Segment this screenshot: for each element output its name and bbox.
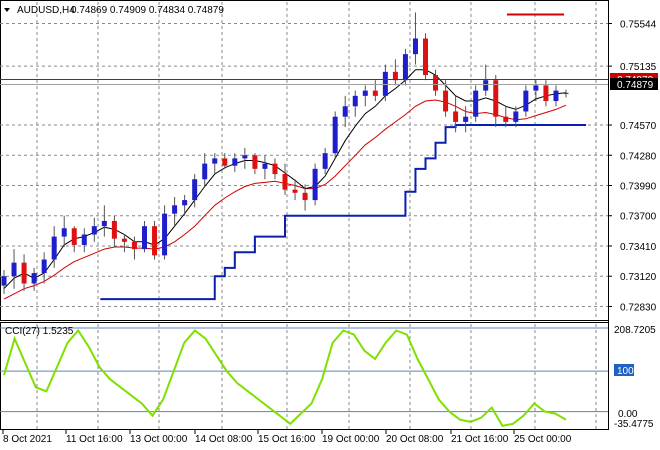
price-tick-label-6: 0.73700 xyxy=(620,212,657,223)
cci-polyline xyxy=(3,328,567,427)
cci-zero-label: 0.00 xyxy=(618,409,638,420)
price-tick-label-5: 0.73990 xyxy=(620,182,657,193)
candle-body-8 xyxy=(81,234,87,245)
candle-body-51 xyxy=(513,111,519,122)
candle-body-0 xyxy=(1,276,7,286)
cci-100-label-box xyxy=(614,364,634,376)
chart-symbol: AUDUSD,H4 xyxy=(17,5,75,16)
current-price-label-box xyxy=(610,78,658,90)
candle-body-34 xyxy=(342,106,348,117)
candle-body-46 xyxy=(463,116,469,122)
candle-body-47 xyxy=(473,90,479,117)
candle-body-15 xyxy=(152,226,158,256)
candle-body-18 xyxy=(182,200,188,206)
price-tick-label-8: 0.73120 xyxy=(620,272,657,283)
candle-body-9 xyxy=(91,226,97,235)
candle-body-33 xyxy=(332,116,338,154)
candle-body-1 xyxy=(11,262,17,277)
cci-label: CCI(27) 1.5235 xyxy=(5,326,74,337)
candle-body-30 xyxy=(302,192,308,201)
candle-body-13 xyxy=(131,241,137,250)
price-axis: 0.75544 0.75135 0.74570 0.74280 0.73990 0.737… xyxy=(608,19,657,313)
candle-body-53 xyxy=(533,85,539,91)
time-tick-label-3: 14 Oct 08:00 xyxy=(195,434,253,445)
candle-body-26 xyxy=(262,163,268,169)
candle-body-14 xyxy=(142,226,147,250)
candle-body-19 xyxy=(192,179,198,201)
candle-body-6 xyxy=(61,228,67,237)
candle-body-4 xyxy=(41,259,47,274)
candle-body-39 xyxy=(392,71,398,81)
candle-body-32 xyxy=(322,153,328,169)
time-axis: 8 Oct 2021 11 Oct 16:00 13 Oct 00:00 14 Oct… xyxy=(2,430,572,445)
current-price-label: 0.74879 xyxy=(617,80,654,91)
candle-body-50 xyxy=(503,116,509,122)
candle-body-25 xyxy=(252,155,258,169)
candle-body-16 xyxy=(162,213,168,256)
candle-body-54 xyxy=(543,85,549,102)
time-tick-label-0: 8 Oct 2021 xyxy=(3,434,52,445)
candle-body-5 xyxy=(51,236,57,260)
time-tick-label-7: 21 Oct 16:00 xyxy=(451,434,509,445)
candle-body-28 xyxy=(282,174,288,190)
price-tick-label-1: 0.75135 xyxy=(620,62,657,73)
cci-panel-frame xyxy=(0,322,609,430)
candle-body-44 xyxy=(443,90,449,112)
candle-body-7 xyxy=(71,228,77,245)
candle-body-31 xyxy=(312,168,318,201)
price-panel-frame xyxy=(0,0,609,321)
candle-body-43 xyxy=(433,74,439,91)
cci-bottom-label: -35.4775 xyxy=(614,419,654,430)
candle-body-55 xyxy=(553,90,559,102)
candle-body-22 xyxy=(222,158,228,166)
candle-body-2 xyxy=(21,262,27,284)
candle-body-12 xyxy=(121,238,127,242)
triangle-down-icon[interactable] xyxy=(4,8,10,12)
time-tick-label-2: 13 Oct 00:00 xyxy=(130,434,188,445)
candle-body-10 xyxy=(101,220,107,227)
cci-top-label: 208.7205 xyxy=(614,325,656,336)
candle-body-41 xyxy=(412,38,418,55)
time-tick-label-6: 20 Oct 08:00 xyxy=(386,434,444,445)
time-tick-label-8: 25 Oct 00:00 xyxy=(514,434,572,445)
price-tick-label-9: 0.72830 xyxy=(620,302,657,313)
cci-100-label: 100 xyxy=(617,366,634,377)
cci-indicator-line xyxy=(3,328,567,427)
price-tick-label-7: 0.73410 xyxy=(620,242,657,253)
candle-body-45 xyxy=(453,111,459,122)
candle-body-24 xyxy=(242,155,248,159)
candle-body-38 xyxy=(382,71,388,96)
candle-body-35 xyxy=(352,95,358,107)
candle-body-37 xyxy=(372,90,378,96)
time-tick-label-5: 19 Oct 00:00 xyxy=(322,434,380,445)
candle-body-20 xyxy=(202,163,208,180)
chart-ohlc: 0.74869 0.74909 0.74834 0.74879 xyxy=(71,5,224,16)
candle-body-23 xyxy=(232,158,238,166)
candle-body-42 xyxy=(423,38,428,75)
candle-body-48 xyxy=(483,80,489,91)
time-tick-label-4: 15 Oct 16:00 xyxy=(258,434,316,445)
candle-body-56 xyxy=(563,92,569,94)
candle-body-36 xyxy=(362,90,368,96)
price-tick-label-3: 0.74570 xyxy=(620,121,657,132)
candlestick-series xyxy=(1,12,569,294)
trailing-stop-path xyxy=(100,124,587,301)
candle-body-27 xyxy=(272,163,278,175)
price-tick-label-4: 0.74280 xyxy=(620,151,657,162)
candle-body-52 xyxy=(523,90,529,112)
candle-body-3 xyxy=(31,273,37,284)
candle-body-49 xyxy=(493,80,499,117)
time-tick-label-1: 11 Oct 16:00 xyxy=(66,434,123,445)
candle-body-40 xyxy=(402,54,408,81)
price-tick-label-0: 0.75544 xyxy=(620,19,657,30)
trailing-stop-line xyxy=(100,124,587,301)
candle-body-29 xyxy=(292,189,298,193)
candle-body-11 xyxy=(111,220,117,239)
candle-body-21 xyxy=(212,158,218,164)
candle-body-17 xyxy=(172,205,178,214)
